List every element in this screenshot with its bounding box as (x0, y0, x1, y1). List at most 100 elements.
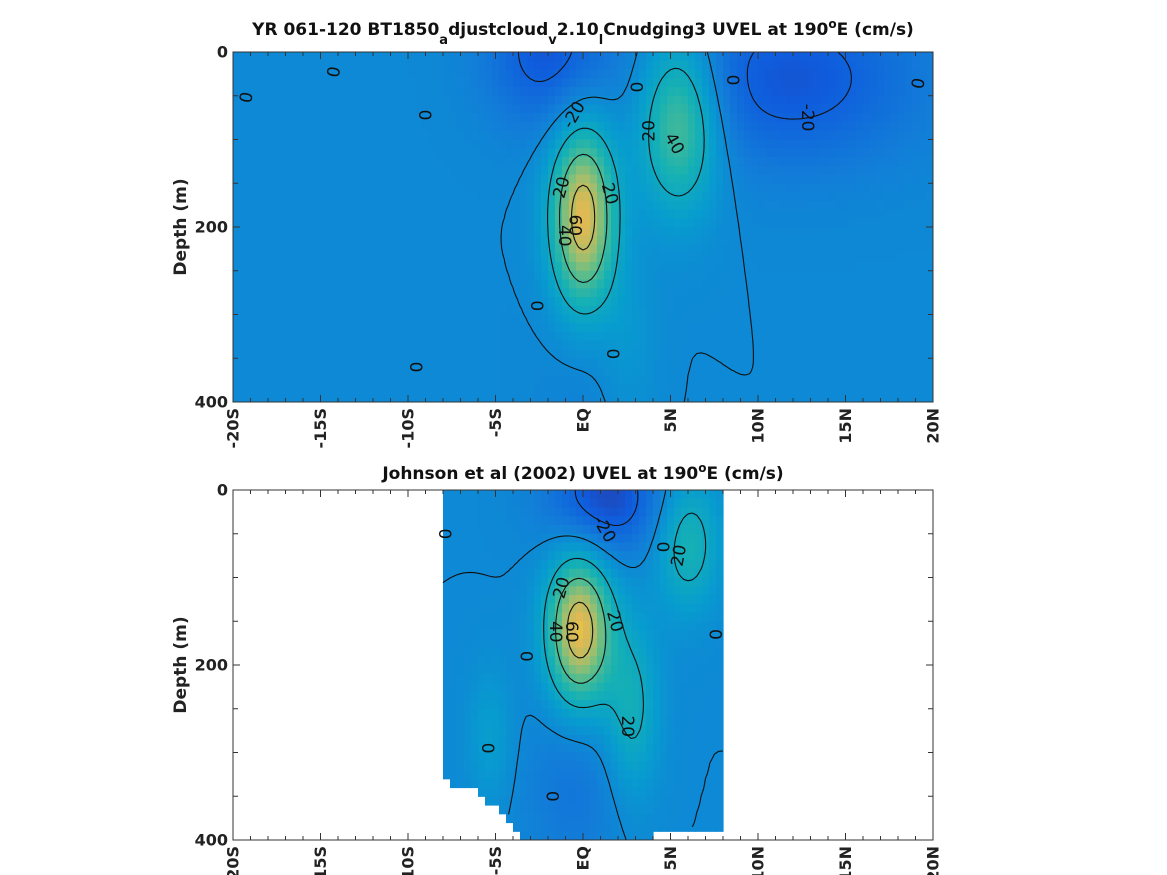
top-field-cell (765, 314, 773, 324)
top-field-cell (814, 323, 822, 333)
bottom-field-cell (520, 778, 528, 789)
top-field-cell (534, 279, 542, 289)
top-field-cell (604, 297, 612, 307)
top-field-cell (310, 323, 318, 333)
top-field-cell (450, 183, 458, 193)
top-field-cell (667, 340, 675, 351)
top-field-cell (338, 122, 346, 132)
top-field-cell (394, 323, 402, 333)
top-field-cell (380, 218, 388, 228)
bottom-field-cell (541, 560, 549, 570)
top-field-cell (688, 174, 696, 184)
top-field-cell (779, 305, 787, 316)
bottom-field-cell (597, 507, 605, 517)
top-field-cell (835, 244, 843, 254)
top-field-cell (814, 375, 822, 386)
bottom-field-cell (450, 612, 458, 622)
top-field-cell (422, 244, 430, 254)
top-field-cell (758, 349, 766, 359)
top-field-cell (772, 200, 780, 211)
top-field-cell (779, 165, 787, 176)
top-field-cell (863, 279, 871, 289)
top-field-cell (520, 235, 528, 246)
top-field-cell (716, 244, 724, 254)
top-field-cell (506, 227, 514, 237)
top-field-cell (793, 122, 801, 132)
top-field-cell (240, 367, 248, 377)
top-field-cell (842, 314, 850, 324)
top-field-cell (513, 157, 521, 167)
top-field-cell (688, 305, 696, 316)
top-field-cell (688, 192, 696, 202)
top-field-cell (261, 227, 269, 237)
top-field-cell (289, 262, 297, 272)
bottom-field-cell (499, 586, 507, 596)
top-field-cell (436, 270, 444, 281)
top-field-cell (926, 244, 933, 254)
top-field-cell (723, 60, 731, 71)
top-field-cell (457, 323, 465, 333)
top-field-cell (289, 95, 297, 106)
bottom-field-cell (506, 708, 514, 719)
bottom-field-cell (443, 533, 451, 544)
top-contour-label: 0 (324, 65, 346, 79)
top-field-cell (751, 165, 759, 176)
top-field-cell (422, 69, 430, 79)
top-field-cell (653, 87, 661, 97)
top-field-cell (583, 323, 591, 333)
top-field-cell (345, 165, 353, 176)
top-field-cell (674, 227, 682, 237)
top-field-cell (821, 314, 829, 324)
top-field-cell (555, 218, 563, 228)
top-field-cell (884, 288, 892, 298)
top-field-cell (688, 113, 696, 123)
top-field-cell (485, 218, 493, 228)
top-field-cell (527, 174, 535, 184)
top-field-cell (856, 52, 864, 62)
top-field-cell (695, 192, 703, 202)
top-field-cell (688, 323, 696, 333)
top-field-cell (429, 60, 437, 71)
top-field-cell (254, 209, 262, 219)
top-field-cell (870, 297, 878, 307)
top-field-cell (877, 358, 885, 368)
bottom-field-cell (443, 621, 451, 631)
top-field-cell (254, 279, 262, 289)
bottom-field-cell (520, 586, 528, 596)
top-field-cell (562, 157, 570, 167)
top-field-cell (709, 235, 717, 246)
top-field-cell (674, 305, 682, 316)
top-field-cell (478, 218, 486, 228)
top-field-cell (667, 262, 675, 272)
bottom-field-cell (457, 516, 465, 526)
bottom-field-cell (569, 761, 577, 771)
bottom-field-cell (464, 752, 472, 762)
top-field-cell (261, 130, 269, 141)
top-field-cell (310, 95, 318, 106)
top-field-cell (590, 157, 598, 167)
top-field-cell (436, 323, 444, 333)
top-field-cell (401, 60, 409, 71)
top-field-cell (352, 139, 360, 149)
top-field-cell (247, 60, 255, 71)
top-field-cell (835, 367, 843, 377)
bottom-field-cell (464, 603, 472, 614)
top-field-cell (401, 314, 409, 324)
top-field-cell (443, 113, 451, 123)
top-field-cell (632, 60, 640, 71)
bottom-field-cell (513, 533, 521, 544)
bottom-field-cell (499, 498, 507, 509)
top-field-cell (541, 288, 549, 298)
top-field-cell (646, 323, 654, 333)
top-field-cell (765, 288, 773, 298)
top-field-cell (534, 384, 542, 394)
top-field-cell (632, 139, 640, 149)
bottom-field-cell (534, 700, 542, 710)
top-field-cell (646, 244, 654, 254)
top-field-cell (569, 262, 577, 272)
top-field-cell (632, 69, 640, 79)
top-field-cell (709, 279, 717, 289)
top-field-cell (429, 78, 437, 88)
bottom-field-cell (464, 507, 472, 517)
bottom-field-cell (513, 516, 521, 526)
